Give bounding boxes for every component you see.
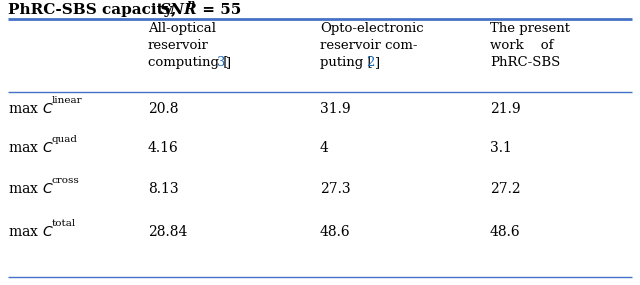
Text: linear: linear [52,96,83,105]
Text: 2: 2 [366,56,374,69]
Text: $C$: $C$ [42,102,54,116]
Text: max$\,$: max$\,$ [8,141,39,155]
Text: 31.9: 31.9 [320,102,351,116]
Text: 4.16: 4.16 [148,141,179,155]
Text: The present: The present [490,22,570,35]
Text: 27.3: 27.3 [320,182,351,196]
Text: quad: quad [52,135,78,144]
Text: 8.13: 8.13 [148,182,179,196]
Text: ]: ] [225,56,230,69]
Text: computing [: computing [ [148,56,228,69]
Text: PhRC-SBS: PhRC-SBS [490,56,560,69]
Text: η: η [186,0,194,9]
Text: 4: 4 [320,141,329,155]
Text: SNR: SNR [160,3,198,17]
Text: max$\,$: max$\,$ [8,102,39,116]
Text: $C$: $C$ [42,225,54,239]
Text: 3: 3 [217,56,225,69]
Text: cross: cross [52,176,80,185]
Text: 48.6: 48.6 [490,225,520,239]
Text: puting [: puting [ [320,56,372,69]
Text: reservoir com-: reservoir com- [320,39,417,52]
Text: reservoir: reservoir [148,39,209,52]
Text: 3.1: 3.1 [490,141,512,155]
Text: max$\,$: max$\,$ [8,225,39,239]
Text: Opto-electronic: Opto-electronic [320,22,424,35]
Text: All-optical: All-optical [148,22,216,35]
Text: total: total [52,219,76,228]
Text: max$\,$: max$\,$ [8,182,39,196]
Text: $C$: $C$ [42,182,54,196]
Text: $C$: $C$ [42,141,54,155]
Text: 48.6: 48.6 [320,225,351,239]
Text: 27.2: 27.2 [490,182,520,196]
Text: 28.84: 28.84 [148,225,188,239]
Text: 20.8: 20.8 [148,102,179,116]
Text: work    of: work of [490,39,554,52]
Text: = 55: = 55 [197,3,241,17]
Text: ]: ] [374,56,379,69]
Text: 21.9: 21.9 [490,102,520,116]
Text: PhRC-SBS capacity,: PhRC-SBS capacity, [8,3,182,17]
